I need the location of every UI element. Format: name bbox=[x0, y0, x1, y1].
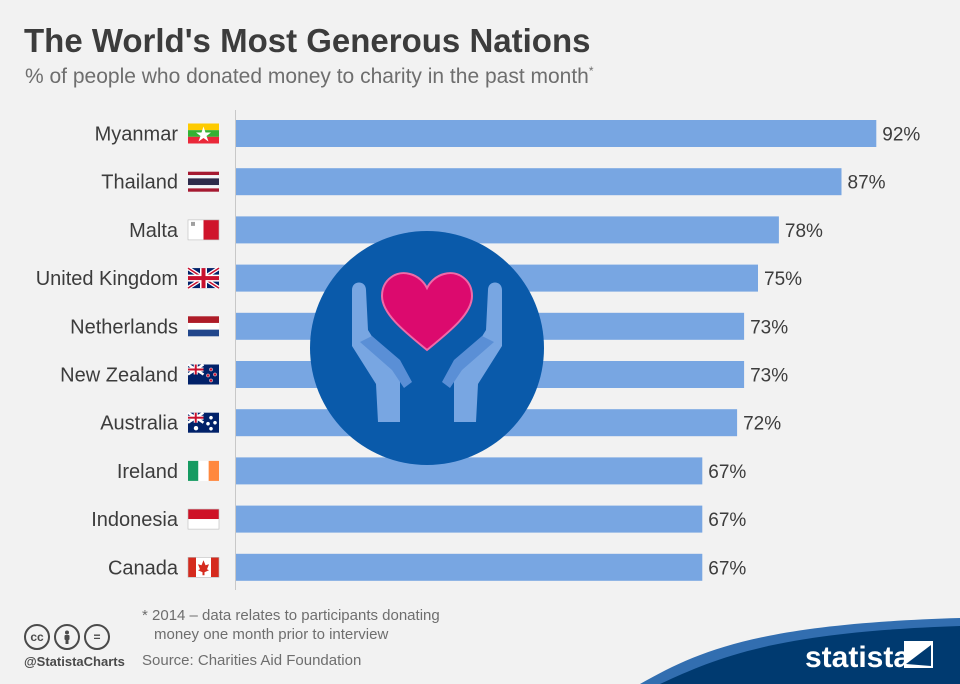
category-label: Indonesia bbox=[91, 509, 179, 531]
category-label: Australia bbox=[100, 413, 179, 435]
cc-icon: cc bbox=[24, 624, 50, 650]
bar bbox=[236, 457, 703, 485]
netherlands-flag-icon bbox=[188, 316, 219, 337]
category-label: Myanmar bbox=[95, 124, 179, 146]
category-label: New Zealand bbox=[60, 365, 178, 387]
twitter-handle: @StatistaCharts bbox=[24, 654, 125, 669]
ireland-flag-icon bbox=[188, 460, 219, 481]
chart-subtitle: % of people who donated money to charity… bbox=[25, 64, 594, 89]
category-label: Malta bbox=[129, 220, 179, 242]
value-label: 87% bbox=[848, 173, 886, 194]
value-label: 67% bbox=[708, 558, 746, 579]
value-label: 92% bbox=[882, 125, 920, 146]
bar bbox=[236, 120, 877, 147]
chart-title: The World's Most Generous Nations bbox=[24, 22, 591, 59]
bar bbox=[236, 168, 842, 196]
value-label: 73% bbox=[750, 317, 788, 338]
category-label: United Kingdom bbox=[36, 268, 178, 290]
value-label: 73% bbox=[750, 366, 788, 387]
footnote: * 2014 – data relates to participants do… bbox=[142, 606, 562, 644]
category-label: Netherlands bbox=[70, 316, 178, 338]
by-icon bbox=[54, 624, 80, 650]
value-label: 67% bbox=[708, 462, 746, 483]
category-label: Canada bbox=[108, 557, 179, 579]
license-icons: cc = bbox=[24, 624, 110, 650]
nd-icon: = bbox=[84, 624, 110, 650]
category-label: Thailand bbox=[101, 172, 178, 194]
bar bbox=[236, 216, 779, 244]
source-note: Source: Charities Aid Foundation bbox=[142, 652, 362, 669]
australia-flag-icon bbox=[187, 411, 219, 433]
subtitle-footnote-mark: * bbox=[588, 64, 594, 78]
value-label: 72% bbox=[743, 414, 781, 435]
malta-flag-icon bbox=[187, 219, 220, 241]
value-label: 67% bbox=[708, 510, 746, 531]
footnote-line-1: * 2014 – data relates to participants do… bbox=[142, 607, 440, 624]
statista-logo-text: statista bbox=[805, 641, 910, 674]
subtitle-text: % of people who donated money to charity… bbox=[25, 65, 589, 88]
heart-in-hands-icon bbox=[310, 231, 544, 465]
united-kingdom-flag-icon bbox=[186, 266, 221, 290]
category-label: Ireland bbox=[117, 461, 178, 483]
new-zealand-flag-icon bbox=[187, 363, 219, 385]
value-label: 75% bbox=[764, 269, 802, 290]
canada-flag-icon bbox=[187, 556, 220, 578]
bar bbox=[236, 505, 703, 533]
value-label: 78% bbox=[785, 221, 823, 242]
indonesia-flag-icon bbox=[187, 508, 220, 530]
bar bbox=[236, 553, 703, 581]
footnote-line-2: money one month prior to interview bbox=[154, 626, 389, 643]
myanmar-flag-icon bbox=[188, 123, 219, 144]
thailand-flag-icon bbox=[188, 171, 219, 192]
statista-logo-icon bbox=[904, 641, 933, 668]
